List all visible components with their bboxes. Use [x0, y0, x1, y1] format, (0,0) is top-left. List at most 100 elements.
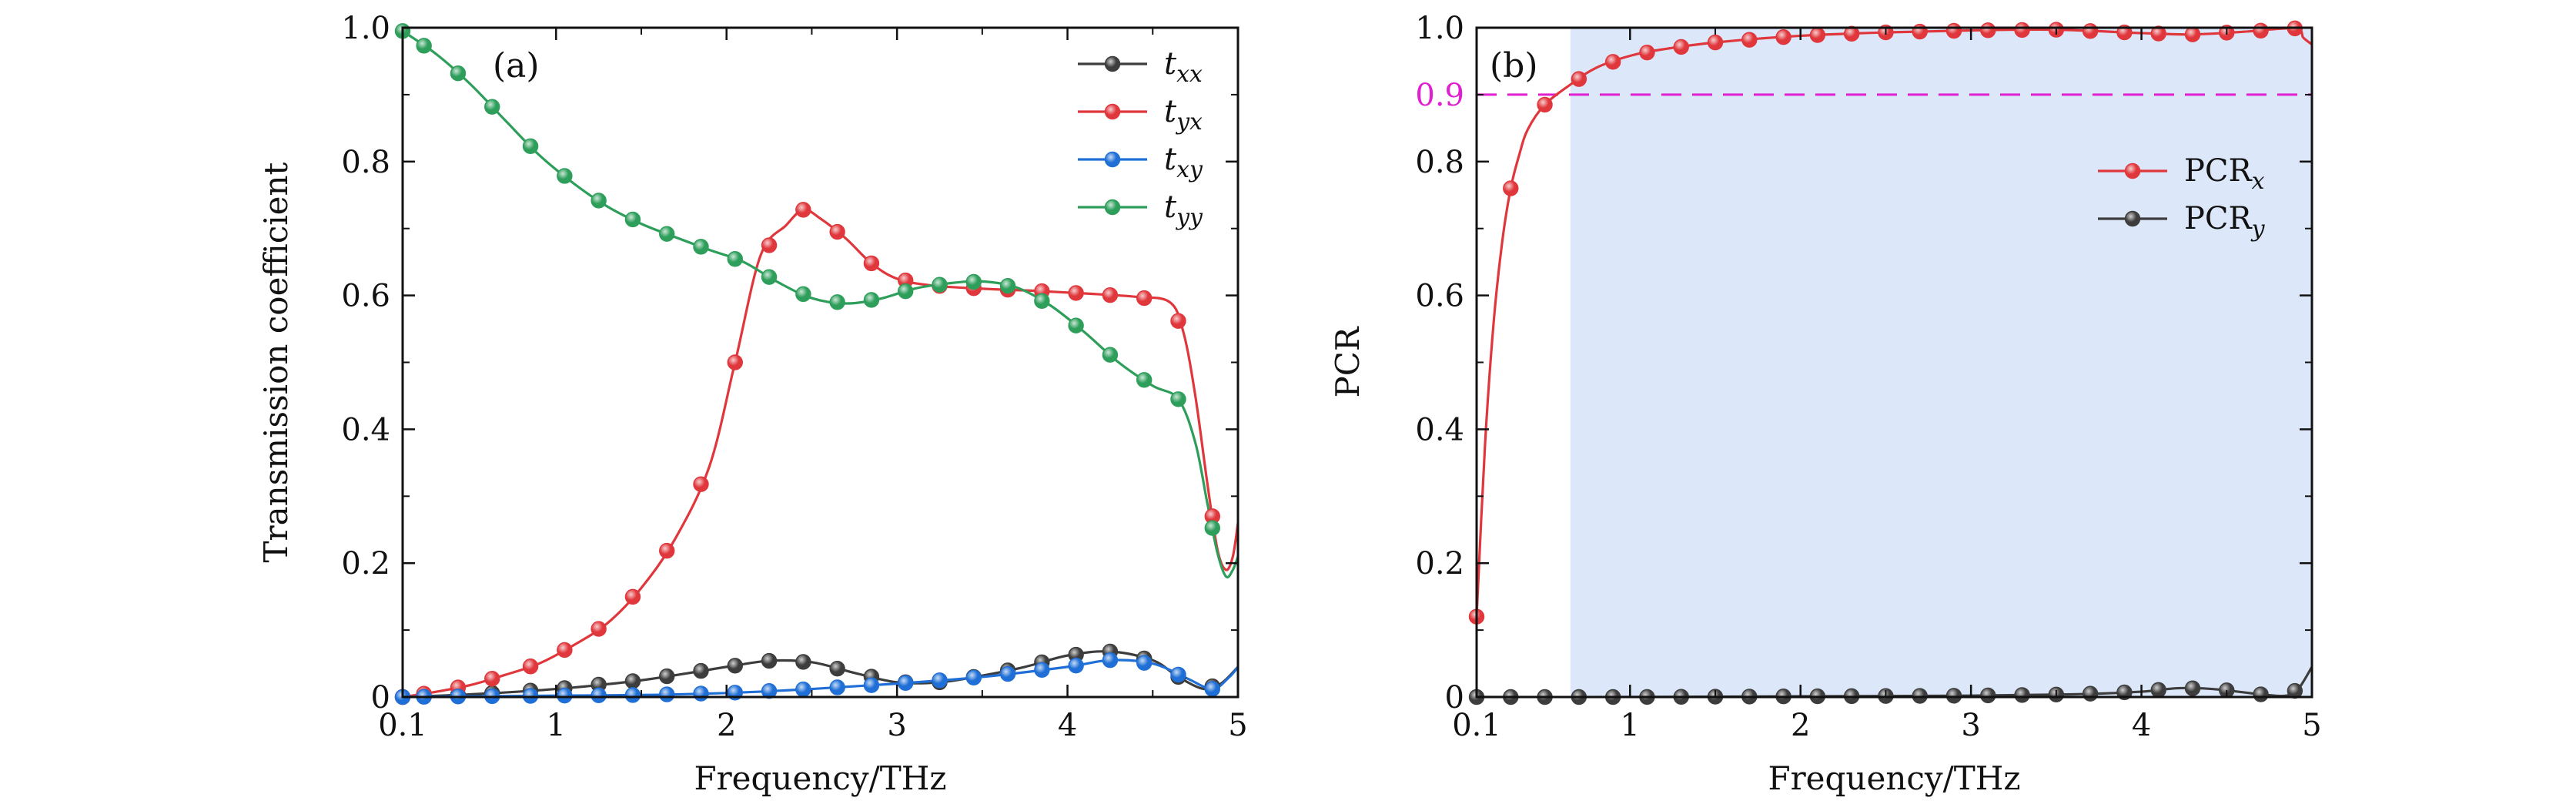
- panel-b-series-PCR_x-point: [1945, 22, 1962, 39]
- panel-b-series-PCR_x-point: [1912, 23, 1928, 40]
- panel-a-ticks: 0.1 1 2 3 4 5 0 0.2 0.4 0.6 0.8 1.0: [341, 11, 1247, 743]
- panel-a-series-t_yy-point: [999, 278, 1016, 294]
- panel-a-series-t_xy-point: [557, 687, 573, 704]
- panel-a-series-t_yy-point: [932, 276, 948, 293]
- panel-a-series-t_yy-point: [727, 251, 743, 267]
- panel-a-series-t_xy-point: [1170, 666, 1186, 683]
- panel-a-x-tick-label: 1: [547, 708, 566, 743]
- panel-a-series-t_yx-point: [522, 659, 539, 675]
- panel-a-series-t_xx-point: [829, 660, 845, 677]
- panel-a-series-t_yy-point: [659, 226, 675, 242]
- panel-b-series-PCR_x-point: [2014, 22, 2030, 39]
- panel-a-series-t_yy-point: [965, 273, 982, 290]
- panel-b-shaded-region: [1570, 28, 2312, 697]
- panel-a-series-t_xy-point: [1136, 655, 1153, 671]
- panel-a-x-axis-title: Frequency/THz: [694, 759, 946, 797]
- panel-a-x-tick-label: 2: [717, 708, 736, 743]
- legend-label: txx: [1164, 46, 1203, 88]
- panel-a-x-tick-label: 0.1: [378, 708, 427, 743]
- panel-a-series-t_yx-point: [659, 542, 675, 559]
- panel-a-y-tick-label: 0.6: [341, 279, 390, 314]
- panel-a-plot-layer: [394, 23, 1238, 705]
- panel-b-series-PCR_x-point: [1741, 32, 1758, 48]
- panel-a-series-t_xy-point: [1034, 662, 1050, 679]
- panel-a-y-tick-label: 0.8: [341, 145, 390, 180]
- panel-a-series-t_yy-point: [484, 99, 500, 115]
- panel-a-series-t_yx-point: [1102, 287, 1119, 303]
- panel-a-series-t_yy-point: [624, 211, 641, 228]
- panel-b-y-tick-label: 0: [1445, 680, 1464, 715]
- panel-a-legend: txx tyx txy tyy: [1078, 46, 1203, 231]
- panel-b-pcr-chart: 0.9 0.1 1 2 3 4 5 0 0.2 0.4 0.6 0.8 1.0 (b) Frequenc…: [1329, 11, 2322, 797]
- panel-a-series-t_xy-point: [1102, 652, 1119, 669]
- panel-a-y-tick-label: 1.0: [341, 11, 390, 46]
- panel-a-legend-item-t_yy: tyy: [1078, 189, 1203, 231]
- panel-a-series-t_xy-point: [898, 675, 914, 691]
- panel-b-series-PCR_y-point: [2184, 680, 2201, 696]
- panel-b-y-tick-label: 1.0: [1415, 11, 1464, 46]
- panel-a-series-t_xx-point: [693, 662, 709, 679]
- panel-a-series-t_yy-point: [1034, 293, 1050, 309]
- panel-b-legend-item-PCR_y: PCRy: [2098, 201, 2266, 243]
- panel-a-series-t_xy-point: [965, 669, 982, 685]
- panel-b-series-PCR_x-point: [1537, 96, 1553, 113]
- panel-b-series-PCR_x-point: [1604, 54, 1621, 70]
- panel-b-x-tick-label: 5: [2302, 708, 2321, 743]
- panel-b-legend-item-PCR_x: PCRx: [2098, 153, 2265, 195]
- panel-a-label: (a): [493, 46, 540, 85]
- panel-a-series-t_xy-point: [624, 687, 641, 703]
- panel-b-ticks: 0.9 0.1 1 2 3 4 5 0 0.2 0.4 0.6 0.8 1.0: [1415, 11, 2321, 743]
- panel-a-series-t_xy-point: [795, 681, 811, 698]
- panel-b-x-tick-label: 2: [1791, 708, 1810, 743]
- panel-b-y-tick-label: 0.8: [1415, 145, 1464, 180]
- panel-a-series-t_yy-point: [863, 292, 880, 308]
- panel-a-series-t_yy-point: [898, 283, 914, 300]
- panel-b-x-tick-label: 0.1: [1452, 708, 1501, 743]
- panel-b-series-PCR_x-point: [2082, 23, 2099, 39]
- panel-b-threshold-label: 0.9: [1415, 78, 1464, 113]
- legend-label: PCRx: [2184, 153, 2265, 195]
- panel-a-series-t_yy-point: [590, 193, 607, 209]
- panel-a-series-t_xx-point: [659, 668, 675, 685]
- panel-a-x-tick-label: 4: [1058, 708, 1077, 743]
- panel-b-x-tick-label: 3: [1961, 708, 1980, 743]
- panel-a-series-t_xy-point: [1204, 681, 1220, 697]
- panel-b-y-axis-title: PCR: [1329, 326, 1367, 397]
- panel-a-series-t_yx-point: [590, 621, 607, 637]
- panel-b-y-tick-label: 0.2: [1415, 546, 1464, 581]
- legend-marker: [1104, 55, 1121, 72]
- panel-b-series-PCR_y-point: [2014, 687, 2030, 703]
- legend-marker: [1104, 103, 1121, 120]
- panel-b-series-PCR_x-point: [1639, 44, 1655, 61]
- panel-a-series-t_xx-point: [761, 652, 778, 669]
- panel-a-y-axis-title: Transmission coefficient: [257, 162, 295, 562]
- panel-a-series-t_yy-point: [450, 65, 467, 82]
- panel-a-series-t_yx-point: [624, 588, 641, 605]
- panel-b-series-PCR_y-point: [2253, 686, 2269, 702]
- panel-a-series-t_yy-point: [416, 38, 432, 54]
- panel-b-series-PCR_y-point: [1945, 688, 1962, 704]
- panel-b-series-PCR_x-point: [1503, 180, 1519, 196]
- panel-a-series-t_yx-point: [829, 223, 845, 240]
- panel-a-series-t_yx-point: [557, 642, 573, 659]
- panel-a-series-t_xy-point: [999, 665, 1016, 682]
- panel-a-series-t_yx-point: [863, 255, 880, 272]
- panel-a-y-tick-label: 0: [371, 680, 390, 715]
- panel-a-series-t_xy-point: [863, 677, 880, 693]
- panel-b-y-tick-label: 0.4: [1415, 412, 1464, 447]
- panel-a-series-t_yy-point: [829, 294, 845, 310]
- legend-label: tyx: [1164, 94, 1203, 136]
- panel-a-series-t_yy-point: [1136, 372, 1153, 388]
- legend-marker: [1104, 199, 1121, 216]
- panel-a-series-t_yx-point: [761, 237, 778, 253]
- panel-b-series-PCR_x-point: [1980, 22, 1996, 39]
- panel-a-series-t_yx-point: [1170, 313, 1186, 329]
- panel-a-series-t_yx-point: [727, 354, 743, 370]
- panel-a-series-t_yx-point: [1136, 290, 1153, 307]
- panel-a-series-t_xy-point: [1068, 657, 1084, 674]
- legend-marker: [1104, 151, 1121, 168]
- panel-a-series-t_yy-point: [761, 269, 778, 285]
- panel-a-series-layer: [403, 30, 1238, 697]
- panel-a-transmission-chart: 0.1 1 2 3 4 5 0 0.2 0.4 0.6 0.8 1.0 (a) Frequency/T…: [257, 11, 1248, 797]
